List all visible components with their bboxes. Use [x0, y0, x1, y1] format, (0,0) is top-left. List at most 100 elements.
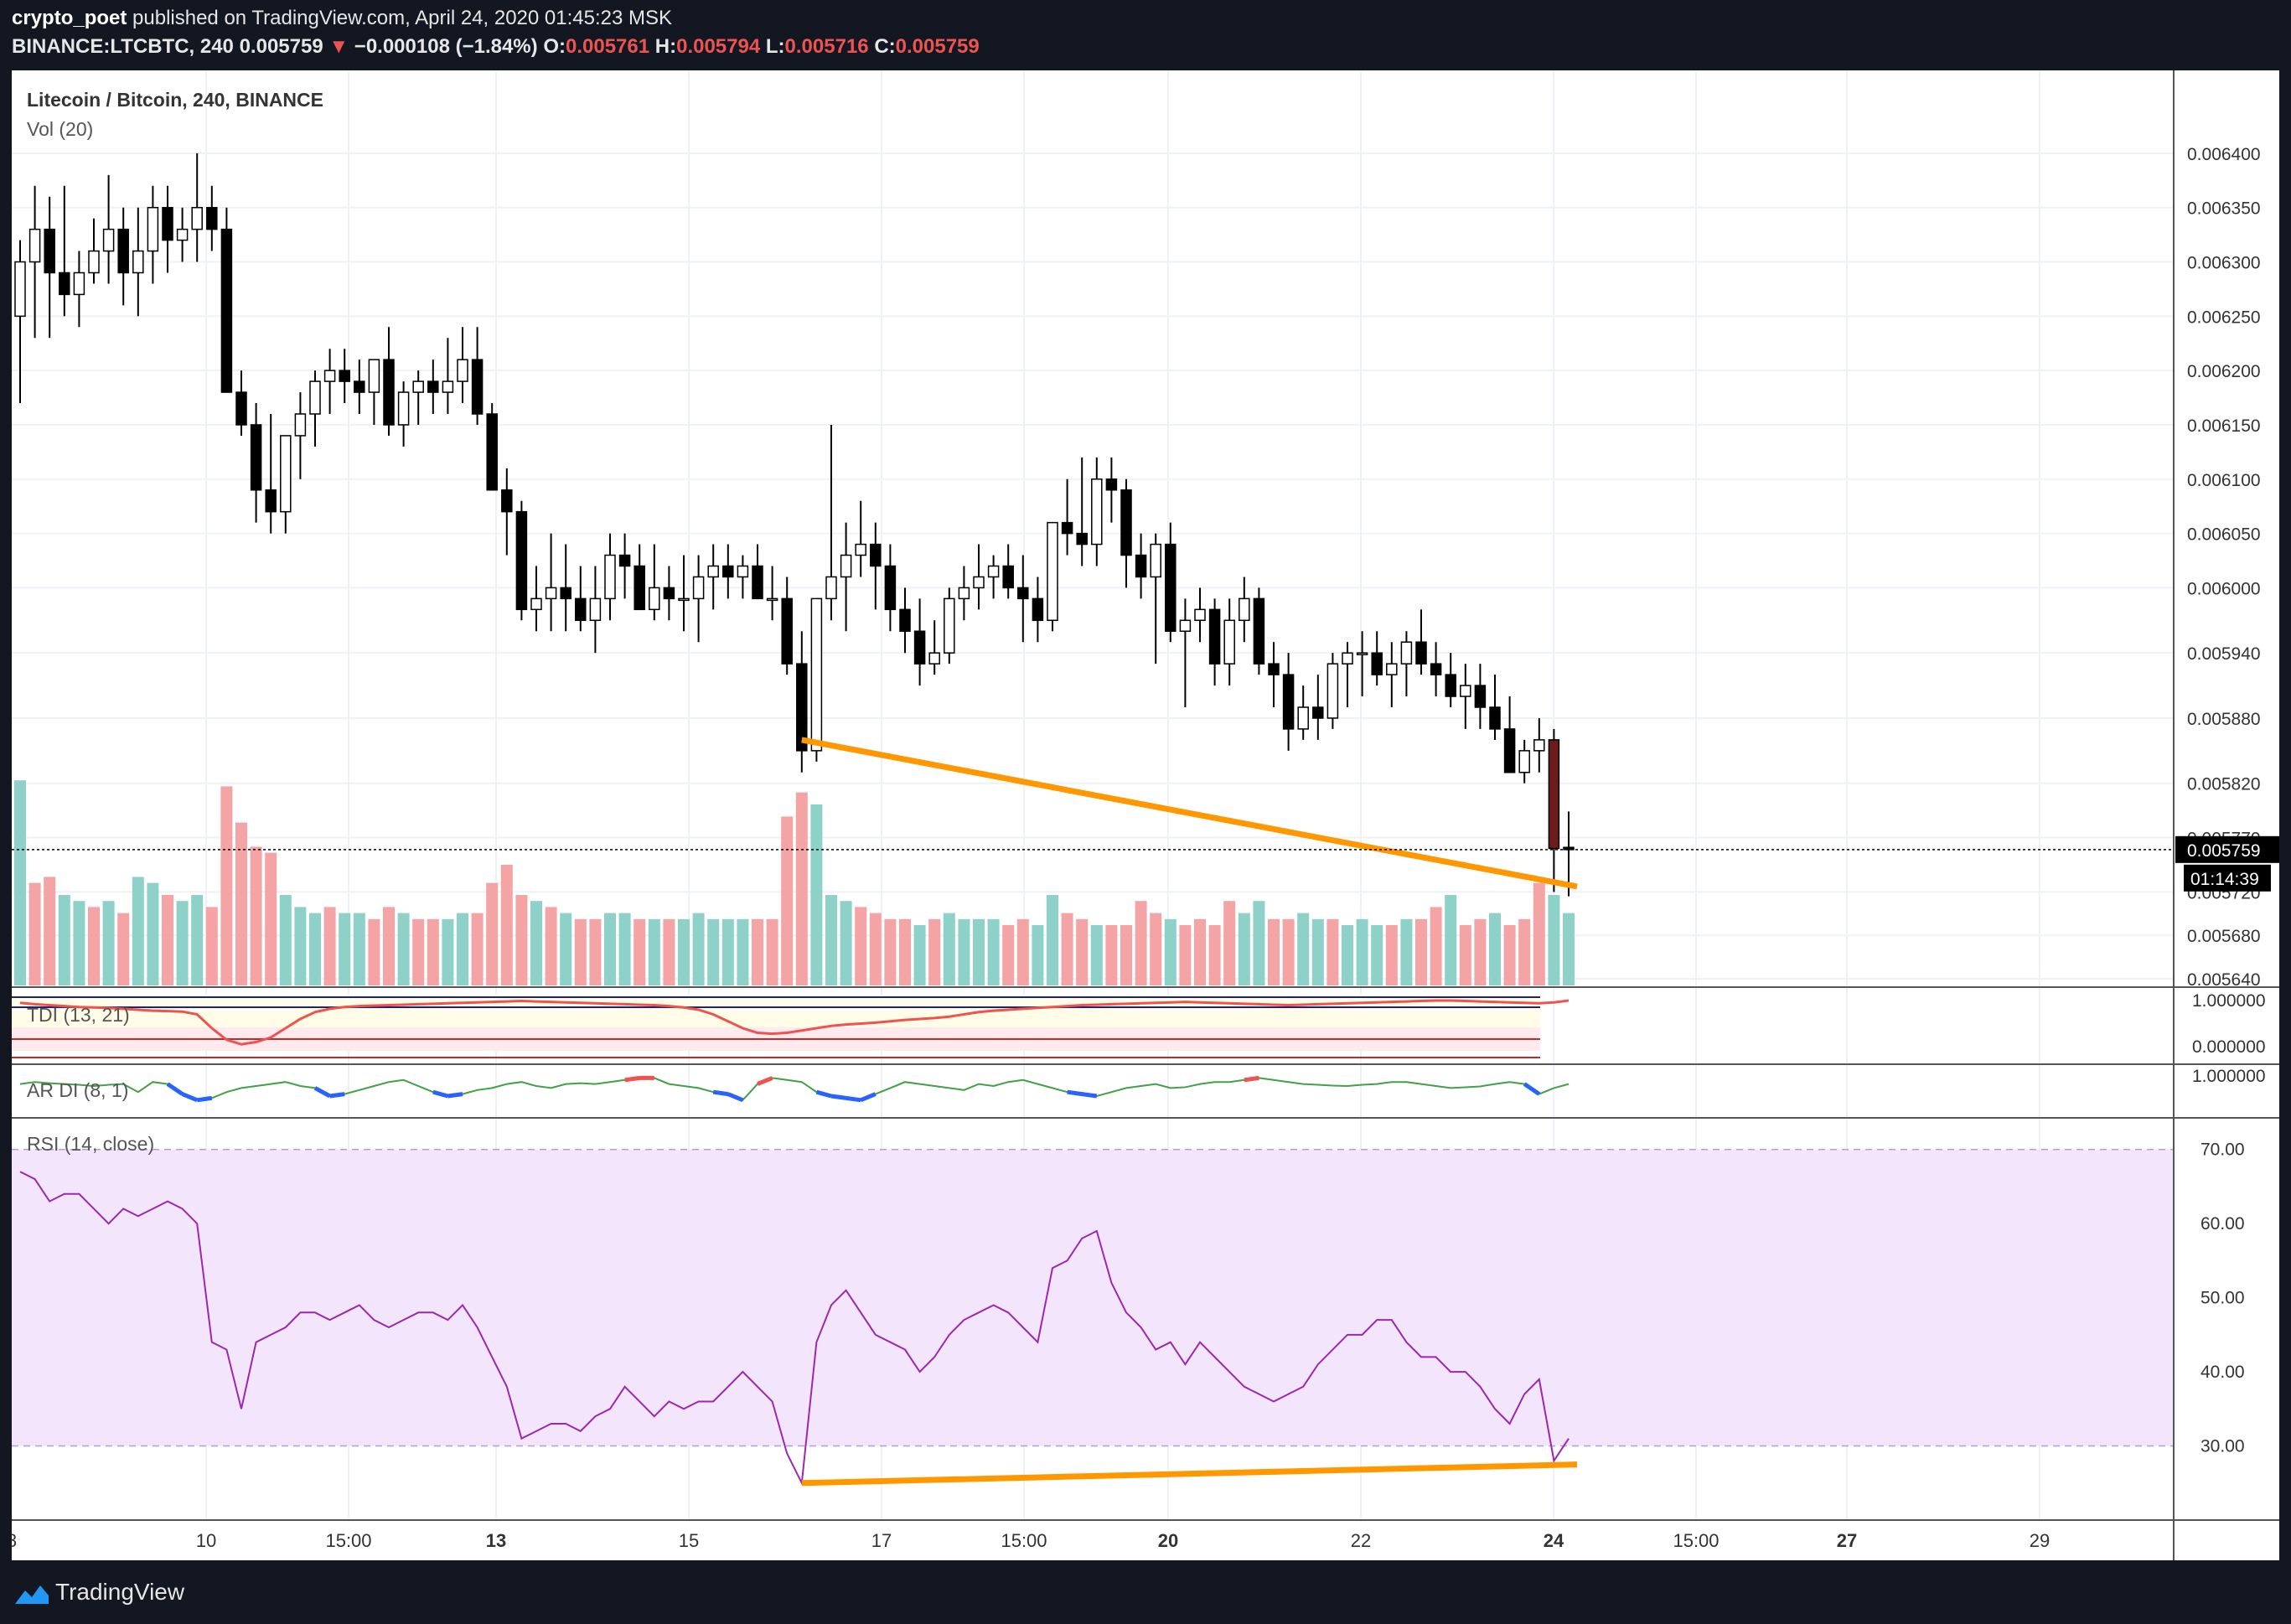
candle-body: [855, 543, 866, 556]
price-candles: [14, 153, 1575, 897]
candle-body: [752, 565, 763, 600]
high-label: H:: [654, 35, 677, 58]
candle-body: [132, 250, 144, 274]
volume-bar: [323, 907, 336, 985]
candle-body: [206, 206, 218, 230]
pane-separators[interactable]: [12, 70, 2279, 1560]
rsi-trendline[interactable]: [801, 1461, 1578, 1487]
footer: TradingView: [0, 1564, 2291, 1624]
time-tick-label: 15: [679, 1530, 699, 1551]
volume-bar: [339, 913, 351, 985]
volume-bar: [176, 901, 189, 985]
candle-body: [59, 272, 70, 296]
volume-bar: [663, 918, 675, 985]
open-label: O:: [543, 35, 566, 58]
volume-bar: [1311, 918, 1324, 985]
time-tick-label: 15:00: [1001, 1530, 1047, 1551]
volume-bar: [14, 780, 26, 985]
volume-bar: [1061, 913, 1073, 985]
candle-body: [1356, 652, 1368, 655]
candle-body: [944, 597, 955, 654]
volume-legend[interactable]: Vol (20): [27, 118, 93, 140]
time-tick-label: 13: [486, 1530, 506, 1551]
rsi-legend[interactable]: RSI (14, close): [27, 1133, 154, 1155]
candle-body: [1047, 521, 1058, 622]
candle-body: [176, 228, 189, 241]
candle-body: [825, 576, 837, 600]
volume-bar: [589, 918, 602, 985]
ardi-legend[interactable]: AR DI (8, 1): [27, 1079, 128, 1101]
candle-body: [88, 250, 100, 274]
volume-bar: [840, 901, 852, 985]
volume-bar: [58, 895, 70, 985]
ardi-down-segment: [166, 1082, 184, 1096]
volume-bar: [162, 895, 173, 985]
trendlines[interactable]: [801, 737, 1578, 1487]
volume-bar: [707, 918, 720, 985]
ardi-down-segment: [712, 1089, 729, 1097]
axes: 0.006400 0.006350 0.006300 0.006250 0.006200…: [12, 145, 2279, 1551]
volume-bar: [1090, 925, 1103, 985]
chart-header: crypto_poet published on TradingView.com…: [0, 0, 2291, 67]
ardi-indicator: [19, 1075, 1570, 1103]
price-trendline[interactable]: [801, 737, 1578, 890]
volume-bar: [1415, 918, 1427, 985]
candle-body: [1179, 619, 1192, 633]
candle-body: [737, 565, 749, 578]
tdi-band-upper: [12, 996, 1540, 1027]
volume-bar: [1356, 918, 1368, 985]
volume-bar: [1430, 907, 1442, 985]
volume-bar: [795, 792, 808, 985]
candle-body: [870, 543, 882, 567]
ardi-down-segment: [1081, 1092, 1098, 1099]
volume-bar: [1282, 918, 1295, 985]
published-text: published on TradingView.com, April 24, …: [132, 7, 673, 29]
rsi-tick-label: 60.00: [2200, 1214, 2245, 1234]
candle-body: [220, 228, 233, 393]
candle-body: [1445, 674, 1456, 697]
candle-body: [1297, 706, 1309, 730]
candle-body: [1105, 478, 1118, 491]
brand-label[interactable]: TradingView: [55, 1579, 185, 1605]
candle-body: [162, 206, 173, 241]
symbol-label: BINANCE:LTCBTC, 240: [12, 35, 234, 58]
price-tick-label: 0.005820: [2187, 775, 2261, 794]
candle-body: [486, 413, 498, 491]
candle-body: [1120, 489, 1132, 556]
tdi-line: [19, 999, 1570, 1046]
chart-canvas[interactable]: 0.006400 0.006350 0.006300 0.006250 0.006200…: [12, 70, 2279, 1560]
volume-bar: [265, 852, 277, 985]
volume-bar: [913, 925, 926, 985]
ardi-up-segment: [624, 1075, 640, 1083]
volume-bar: [560, 913, 572, 985]
ardi-down-segment: [313, 1086, 331, 1099]
volume-bar: [1016, 918, 1029, 985]
tdi-indicator: [12, 996, 1570, 1058]
volume-bar: [928, 918, 941, 985]
volume-bar: [147, 882, 159, 985]
volume-bar: [427, 918, 439, 985]
volume-bar: [1371, 925, 1383, 985]
candle-body: [1194, 608, 1206, 622]
time-tick-label: 22: [1351, 1530, 1371, 1551]
volume-bar: [1105, 925, 1118, 985]
candle-body: [1032, 597, 1044, 622]
candle-body: [1208, 608, 1221, 665]
price-tick-label: 0.005880: [2187, 710, 2261, 729]
last-price-label: 0.005759: [2187, 841, 2261, 861]
candle-body: [958, 587, 970, 600]
candle-body: [309, 380, 321, 415]
price-tick-label: 0.005640: [2187, 970, 2261, 990]
main-legend[interactable]: Litecoin / Bitcoin, 240, BINANCE: [27, 89, 323, 111]
volume-bar: [132, 877, 144, 985]
chart-area[interactable]: 0.006400 0.006350 0.006300 0.006250 0.006200…: [12, 70, 2279, 1560]
volume-bar: [220, 786, 233, 985]
candle-body: [250, 424, 262, 491]
candle-body: [692, 576, 705, 600]
tradingview-logo-icon[interactable]: [13, 1582, 50, 1607]
publisher-name[interactable]: crypto_poet: [12, 7, 127, 29]
candle-body: [14, 261, 26, 318]
tdi-legend[interactable]: TDI (13, 21): [27, 1004, 130, 1026]
volume-bar: [1489, 913, 1501, 985]
volume-bar: [973, 918, 985, 985]
